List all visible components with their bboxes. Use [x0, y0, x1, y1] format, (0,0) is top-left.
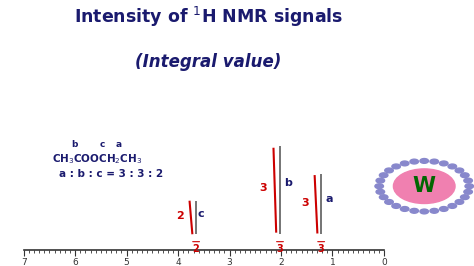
- Bar: [279, 146, 281, 234]
- Text: c: c: [99, 140, 105, 149]
- Text: 3: 3: [260, 184, 267, 193]
- Bar: [195, 201, 197, 234]
- Text: W: W: [413, 176, 436, 196]
- Text: b: b: [71, 140, 77, 149]
- Text: a: a: [325, 194, 333, 205]
- Text: b: b: [284, 178, 292, 188]
- Text: a : b : c = 3 : 3 : 2: a : b : c = 3 : 3 : 2: [59, 169, 163, 179]
- Bar: [320, 174, 322, 234]
- Text: 3: 3: [277, 244, 283, 254]
- Text: Intensity of $^1$H NMR signals: Intensity of $^1$H NMR signals: [74, 5, 343, 30]
- Text: 2: 2: [176, 211, 183, 221]
- Text: c: c: [198, 209, 205, 219]
- Text: 2: 2: [193, 244, 200, 254]
- Text: 3: 3: [301, 198, 309, 208]
- Text: 3: 3: [318, 244, 325, 254]
- Text: (Integral value): (Integral value): [136, 53, 282, 71]
- Text: a: a: [116, 140, 122, 149]
- Text: CH$_3$COOCH$_2$CH$_3$: CH$_3$COOCH$_2$CH$_3$: [52, 152, 142, 166]
